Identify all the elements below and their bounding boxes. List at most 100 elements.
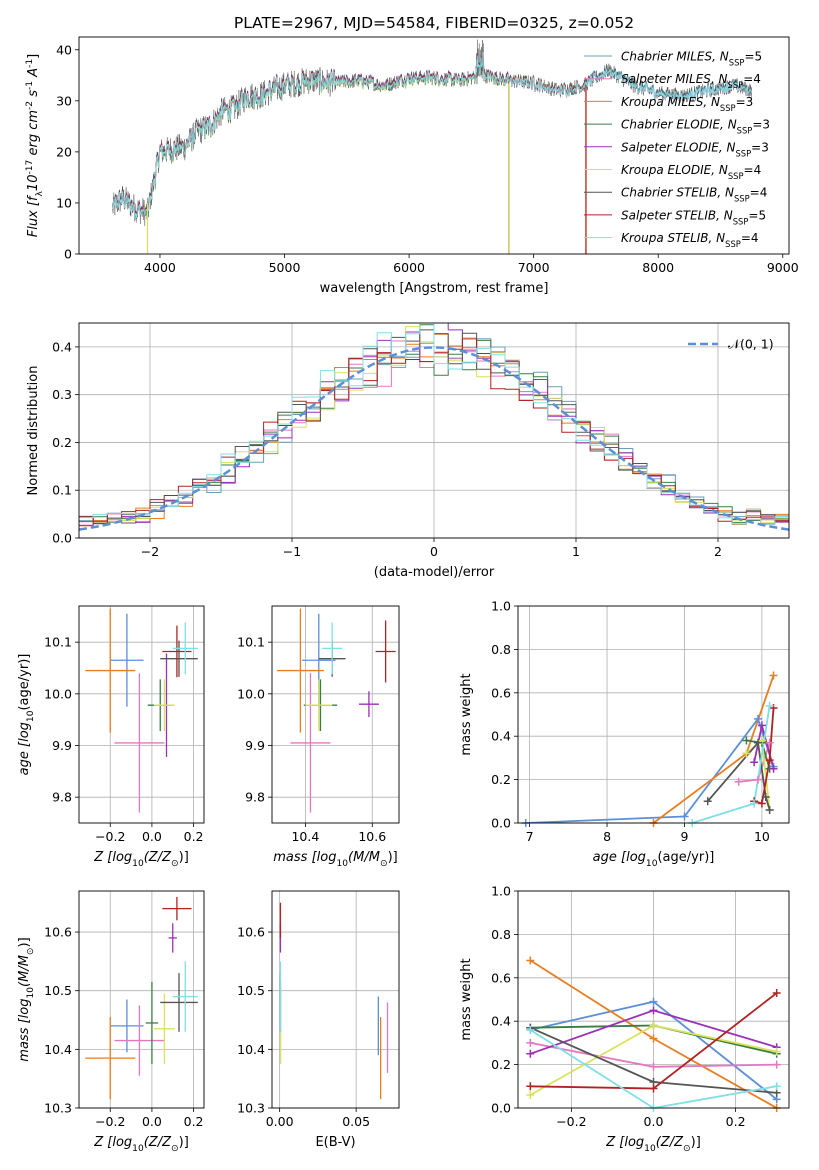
- age_vs_Z-plot-area: [85, 608, 198, 813]
- massweight_vs_Z-ytick-label: 0.6: [491, 970, 511, 985]
- age_vs_Z-xtick-label: 0.0: [142, 829, 162, 844]
- massweight-marker: [526, 1082, 535, 1091]
- mass_vs_ebv-xtick-label: 0.05: [342, 1114, 370, 1129]
- massweight-marker: [526, 1025, 535, 1034]
- spectrum-xlabel: wavelength [Angstrom, rest frame]: [320, 281, 549, 296]
- spectrum-xtick-label: 9000: [767, 260, 799, 275]
- age_vs_mass-ytick-label: 10.1: [237, 635, 265, 650]
- residuals-panel: −2 −1 0 1 2 0.0 0.1 0.2 0.3 0.4 (data-model)/error…: [26, 322, 790, 580]
- spectrum-xtick-label: 5000: [269, 260, 301, 275]
- residuals-xtick-label: −1: [283, 544, 301, 559]
- mass_vs_ebv-xlabel: E(B-V): [315, 1135, 355, 1150]
- massweight-marker: [742, 749, 751, 758]
- age_vs_Z-xtick-label: −0.2: [95, 829, 125, 844]
- massweight-marker: [649, 997, 658, 1006]
- massweight-marker: [703, 797, 712, 806]
- massweight-marker: [772, 1047, 781, 1056]
- spectrum-legend-label: Salpeter STELIB, NSSP=5: [621, 208, 766, 226]
- spectrum-title: PLATE=2967, MJD=54584, FIBERID=0325, z=0…: [234, 14, 634, 32]
- mass_vs_Z-ytick-label: 10.4: [44, 1042, 72, 1057]
- age_vs_mass-frame: [271, 605, 400, 824]
- massweight-marker: [772, 1082, 781, 1091]
- age_vs_Z-ytick-label: 9.8: [52, 790, 72, 805]
- age_vs_mass-xtick-label: 10.4: [291, 829, 319, 844]
- massweight-marker: [649, 1062, 658, 1071]
- residual-histogram-kroupa-stelib: [79, 323, 789, 526]
- residuals-ytick-label: 0.3: [52, 387, 72, 402]
- spectrum-legend-label: Kroupa STELIB, NSSP=4: [621, 231, 759, 249]
- mass_vs_Z-ytick-label: 10.3: [44, 1101, 72, 1116]
- spectrum-ytick-label: 30: [56, 93, 72, 108]
- mass_vs_Z-panel: −0.2 0.0 0.2 10.3 10.4 10.5 10.6 Z [log10(Z/Z⊙)…: [17, 890, 205, 1154]
- massweight-marker: [765, 701, 774, 710]
- spectrum-series-kroupa-miles: [112, 50, 586, 218]
- residuals-xtick-label: 2: [714, 544, 722, 559]
- spectrum-xtick-label: 7000: [518, 260, 550, 275]
- massweight-marker: [649, 1021, 658, 1030]
- mass_vs_ebv-ytick-label: 10.6: [237, 925, 265, 940]
- spectrum-ytick-label: 10: [56, 195, 72, 210]
- mass_vs_Z-xtick-label: 0.0: [142, 1114, 162, 1129]
- residuals-ytick-label: 0.2: [52, 435, 72, 450]
- massweight-marker: [649, 1084, 658, 1093]
- age_vs_Z-panel: −0.2 0.0 0.2 9.8 9.9 10.0 10.1 Z [log10(Z/Z⊙)] a…: [17, 605, 205, 869]
- residuals-ylabel: Normed distribution: [26, 366, 41, 496]
- spectrum-legend-label: Chabrier ELODIE, NSSP=3: [621, 118, 770, 136]
- massweight-marker: [734, 777, 743, 786]
- age_vs_Z-frame: [78, 605, 205, 824]
- age_vs_mass-ytick-label: 9.8: [245, 790, 265, 805]
- massweight_vs_age-xtick-label: 7: [526, 829, 534, 844]
- massweight_vs_age-frame: [517, 605, 790, 824]
- mass_vs_ebv-ytick-label: 10.3: [237, 1101, 265, 1116]
- age_vs_Z-ytick-label: 10.1: [44, 635, 72, 650]
- massweight-line-gauss: [525, 716, 775, 823]
- massweight_vs_Z-ytick-label: 0.0: [491, 1101, 511, 1116]
- residuals-xtick-label: −2: [141, 544, 159, 559]
- massweight_vs_age-xtick-label: 8: [603, 829, 611, 844]
- massweight-line-kroupa-stelib: [529, 1029, 777, 1108]
- spectrum-ylabel: Flux [fλ10-17 erg cm-2 s-1 A-1]: [25, 54, 45, 238]
- spectrum-series-chabrier-elodie: [112, 52, 510, 220]
- age_vs_Z-ytick-label: 9.9: [52, 738, 72, 753]
- massweight-marker: [769, 764, 778, 773]
- massweight_vs_age-ytick-label: 0.6: [491, 685, 511, 700]
- mass_vs_Z-xtick-label: 0.2: [184, 1114, 204, 1129]
- massweight_vs_age-ytick-label: 0.4: [491, 729, 511, 744]
- massweight-marker: [754, 714, 763, 723]
- residuals-ytick-label: 0.1: [52, 483, 72, 498]
- massweight-marker: [680, 812, 689, 821]
- age_vs_mass-ytick-label: 9.9: [245, 738, 265, 753]
- massweight-marker: [742, 736, 751, 745]
- spectrum-xtick-label: 8000: [642, 260, 674, 275]
- mass_vs_ebv-panel: 0.00 0.05 10.3 10.4 10.5 10.6 E(B-V): [237, 890, 400, 1150]
- spectrum-legend-label: Chabrier STELIB, NSSP=4: [621, 186, 767, 204]
- mass_vs_Z-plot-area: [85, 896, 198, 1100]
- mass_vs_Z-ytick-label: 10.6: [44, 925, 72, 940]
- massweight_vs_Z-ytick-label: 0.8: [491, 927, 511, 942]
- massweight_vs_Z-xtick-label: 0.0: [644, 1114, 664, 1129]
- residuals-xlabel: (data-model)/error: [374, 565, 495, 580]
- spectrum-series-salpeter-stelib: [112, 50, 586, 218]
- massweight_vs_Z-frame: [517, 890, 790, 1109]
- age_vs_Z-ytick-label: 10.0: [44, 686, 72, 701]
- spectrum-series-kroupa-stelib: [112, 51, 752, 219]
- residuals-xtick-label: 0: [430, 544, 438, 559]
- gauss-legend-label: 𝒩(0, 1): [728, 337, 774, 352]
- massweight-marker: [526, 1090, 535, 1099]
- massweight-marker: [757, 799, 766, 808]
- age_vs_Z-xlabel: Z [log10(Z/Z⊙)]: [93, 850, 189, 869]
- spectrum-series-chabrier-stelib: [112, 39, 752, 226]
- spectrum-plot-area: [112, 39, 752, 254]
- mass_vs_ebv-ytick-label: 10.4: [237, 1042, 265, 1057]
- massweight-marker: [526, 956, 535, 965]
- gaussian-curve: [79, 346, 789, 531]
- mass_vs_Z-ytick-label: 10.5: [44, 983, 72, 998]
- massweight-marker: [772, 988, 781, 997]
- spectrum-ytick-label: 20: [56, 144, 72, 159]
- massweight-marker: [526, 1038, 535, 1047]
- age_vs_Z-ylabel: age [log10(age/yr)]: [17, 654, 36, 776]
- mass_vs_Z-ylabel: mass [log10(M/M⊙)]: [17, 937, 36, 1061]
- massweight-marker: [754, 775, 763, 784]
- massweight-marker: [761, 792, 770, 801]
- spectrum-ytick-label: 0: [64, 247, 72, 262]
